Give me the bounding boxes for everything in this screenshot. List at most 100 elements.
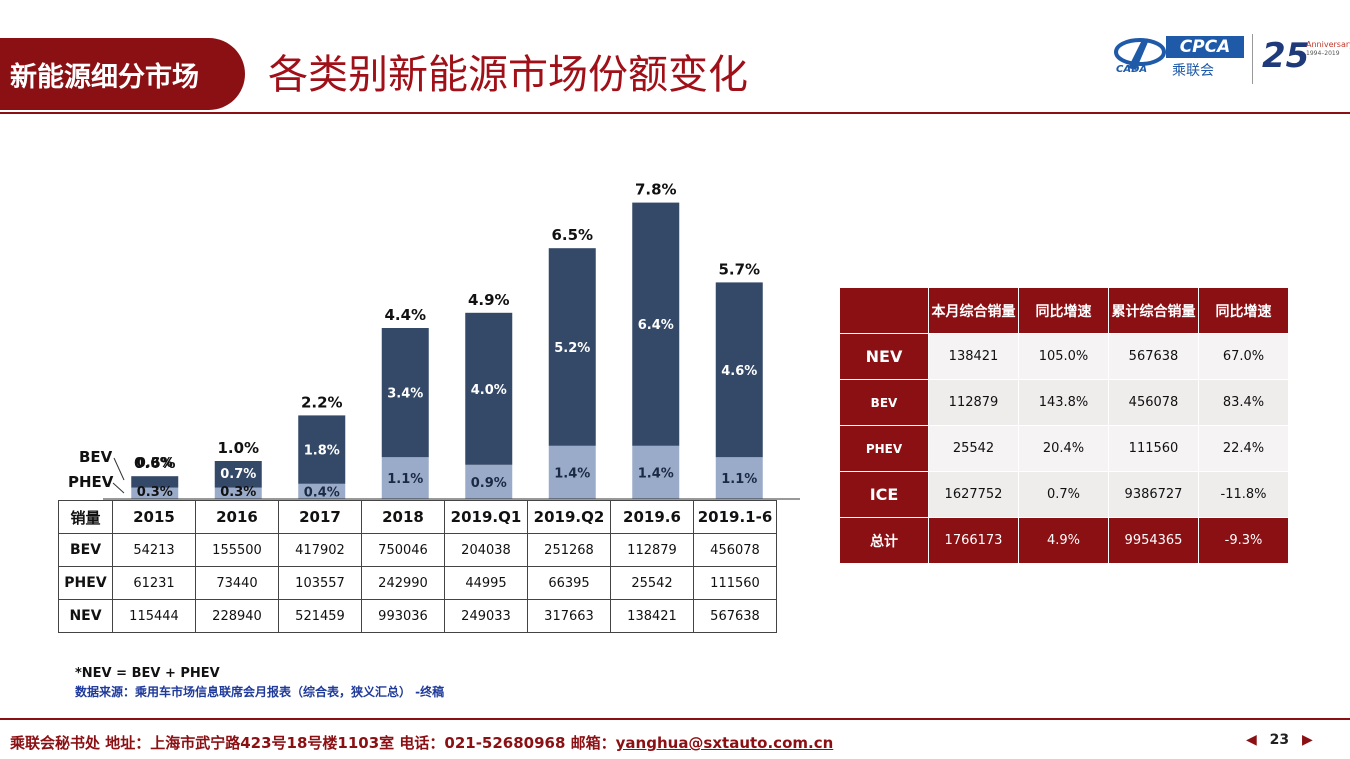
- footer-divider: [0, 718, 1350, 720]
- bar-bev-label: 4.6%: [721, 364, 757, 379]
- summary-cell: 22.4%: [1198, 425, 1289, 472]
- summary-col-header: 同比增速: [1198, 287, 1289, 334]
- nev-formula-note: *NEV = BEV + PHEV: [75, 666, 220, 681]
- cada-wordmark: CADA: [1116, 64, 1148, 75]
- summary-cell: 83.4%: [1198, 379, 1289, 426]
- summary-table: 本月综合销量 同比增速 累计综合销量 同比增速 NEV 138421 105.0% 5676…: [839, 287, 1289, 564]
- table-row: ICE 1627752 0.7% 9386727 -11.8%: [839, 471, 1289, 518]
- footer-email-link[interactable]: yanghua@sxtauto.com.cn: [615, 734, 834, 752]
- sales-cell: 317663: [527, 599, 611, 633]
- bar-total-label: 5.7%: [718, 260, 760, 278]
- summary-col-header: 本月综合销量: [928, 287, 1019, 334]
- prev-page-icon[interactable]: ◀: [1246, 732, 1257, 748]
- sales-cell: 73440: [195, 566, 279, 600]
- table-row: NEV 138421 105.0% 567638 67.0%: [839, 333, 1289, 380]
- summary-total-cell: 4.9%: [1018, 517, 1109, 564]
- bar-bev-label: 5.2%: [554, 341, 590, 356]
- cpca-wordmark: CPCA: [1166, 36, 1244, 58]
- sales-cell: 750046: [361, 533, 445, 567]
- bar-bev: [381, 328, 429, 458]
- summary-cell: 138421: [928, 333, 1019, 380]
- legend-callout-bev-line: [113, 457, 125, 481]
- sales-cell: 61231: [112, 566, 196, 600]
- summary-cell: 1627752: [928, 471, 1019, 518]
- bar-total-label: 4.4%: [384, 306, 426, 324]
- sales-cell: 249033: [444, 599, 528, 633]
- bar-phev: [548, 445, 596, 499]
- summary-cell: 112879: [928, 379, 1019, 426]
- summary-total-label: 总计: [839, 517, 929, 564]
- bar-bev-label: 0.7%: [220, 467, 256, 482]
- summary-cell: 67.0%: [1198, 333, 1289, 380]
- sales-row-label: PHEV: [58, 566, 113, 600]
- next-page-icon[interactable]: ▶: [1302, 732, 1313, 748]
- sales-cell: 44995: [444, 566, 528, 600]
- bar-bev-label: 6.4%: [638, 318, 674, 333]
- summary-row-label: PHEV: [839, 425, 929, 472]
- sales-table-corner: 销量: [58, 500, 113, 534]
- bar-bev: [131, 476, 179, 488]
- sales-cell: 228940: [195, 599, 279, 633]
- data-source-note: 数据来源：乘用车市场信息联席会月报表（综合表，狭义汇总） -终稿: [75, 685, 445, 699]
- bar-total-label: 4.9%: [468, 291, 510, 309]
- pager: ◀ 23 ▶: [1246, 732, 1313, 748]
- bar-total-label: 2.2%: [301, 393, 343, 411]
- summary-total-cell: 9954365: [1108, 517, 1199, 564]
- bar-phev-label: 0.4%: [304, 485, 340, 500]
- sales-row-label: NEV: [58, 599, 113, 633]
- summary-header-row: 本月综合销量 同比增速 累计综合销量 同比增速: [839, 287, 1289, 334]
- sales-cell: 112879: [610, 533, 694, 567]
- page-number: 23: [1269, 732, 1290, 748]
- cpca-logo: CPCA 乘联会 CADA: [1112, 34, 1247, 80]
- sales-cell: 456078: [693, 533, 777, 567]
- bar-phev-label: 0.3%: [220, 485, 256, 500]
- bar-phev: [715, 457, 763, 499]
- section-label: 新能源细分市场: [10, 62, 199, 93]
- summary-cell: 20.4%: [1018, 425, 1109, 472]
- summary-cell: 25542: [928, 425, 1019, 472]
- sales-cell: 138421: [610, 599, 694, 633]
- sales-cell: 242990: [361, 566, 445, 600]
- sales-cell: 54213: [112, 533, 196, 567]
- bar-bev: [465, 312, 513, 465]
- sales-cell: 521459: [278, 599, 362, 633]
- bar-bev: [632, 202, 680, 446]
- bar-phev-label: 1.4%: [554, 466, 590, 481]
- bar-bev: [214, 461, 262, 488]
- bar-total-label: 6.5%: [551, 226, 593, 244]
- summary-cell: 9386727: [1108, 471, 1199, 518]
- sales-data-table: 销量 2015 2016 2017 2018 2019.Q1 2019.Q2 2019.6 2…: [58, 500, 777, 633]
- sales-cell: 993036: [361, 599, 445, 633]
- sales-table-header: 销量 2015 2016 2017 2018 2019.Q1 2019.Q2 2019.6 2…: [58, 500, 777, 534]
- sales-cell: 567638: [693, 599, 777, 633]
- header-divider: [0, 112, 1350, 114]
- sales-table-col-header: 2019.Q2: [527, 500, 611, 534]
- summary-cell: 143.8%: [1018, 379, 1109, 426]
- bar-phev-label: 1.4%: [638, 466, 674, 481]
- sales-cell: 25542: [610, 566, 694, 600]
- bar-phev: [632, 445, 680, 499]
- summary-cell: 567638: [1108, 333, 1199, 380]
- summary-cell: 111560: [1108, 425, 1199, 472]
- table-row: NEV 115444 228940 521459 993036 249033 317663 1…: [58, 599, 777, 633]
- sales-cell: 115444: [112, 599, 196, 633]
- bar-bev: [548, 248, 596, 446]
- anniversary-word: Anniversary: [1306, 40, 1350, 49]
- bar-phev-label: 0.3%: [137, 485, 173, 500]
- summary-col-header: 同比增速: [1018, 287, 1109, 334]
- table-row: BEV 54213 155500 417902 750046 204038 251268 11…: [58, 533, 777, 567]
- summary-cell: 105.0%: [1018, 333, 1109, 380]
- sales-table-col-header: 2019.6: [610, 500, 694, 534]
- bar-bev-label: 4.0%: [471, 383, 507, 398]
- table-row: BEV 112879 143.8% 456078 83.4%: [839, 379, 1289, 426]
- sales-row-label: BEV: [58, 533, 113, 567]
- legend-callout-phev: PHEV: [68, 473, 114, 491]
- summary-row-label: ICE: [839, 471, 929, 518]
- bar-bev: [715, 282, 763, 458]
- anniversary-years: 1994–2019: [1306, 50, 1340, 57]
- cada-logo-icon: [1114, 38, 1166, 70]
- table-row: PHEV 25542 20.4% 111560 22.4%: [839, 425, 1289, 472]
- summary-col-header: 累计综合销量: [1108, 287, 1199, 334]
- sales-table-col-header: 2017: [278, 500, 362, 534]
